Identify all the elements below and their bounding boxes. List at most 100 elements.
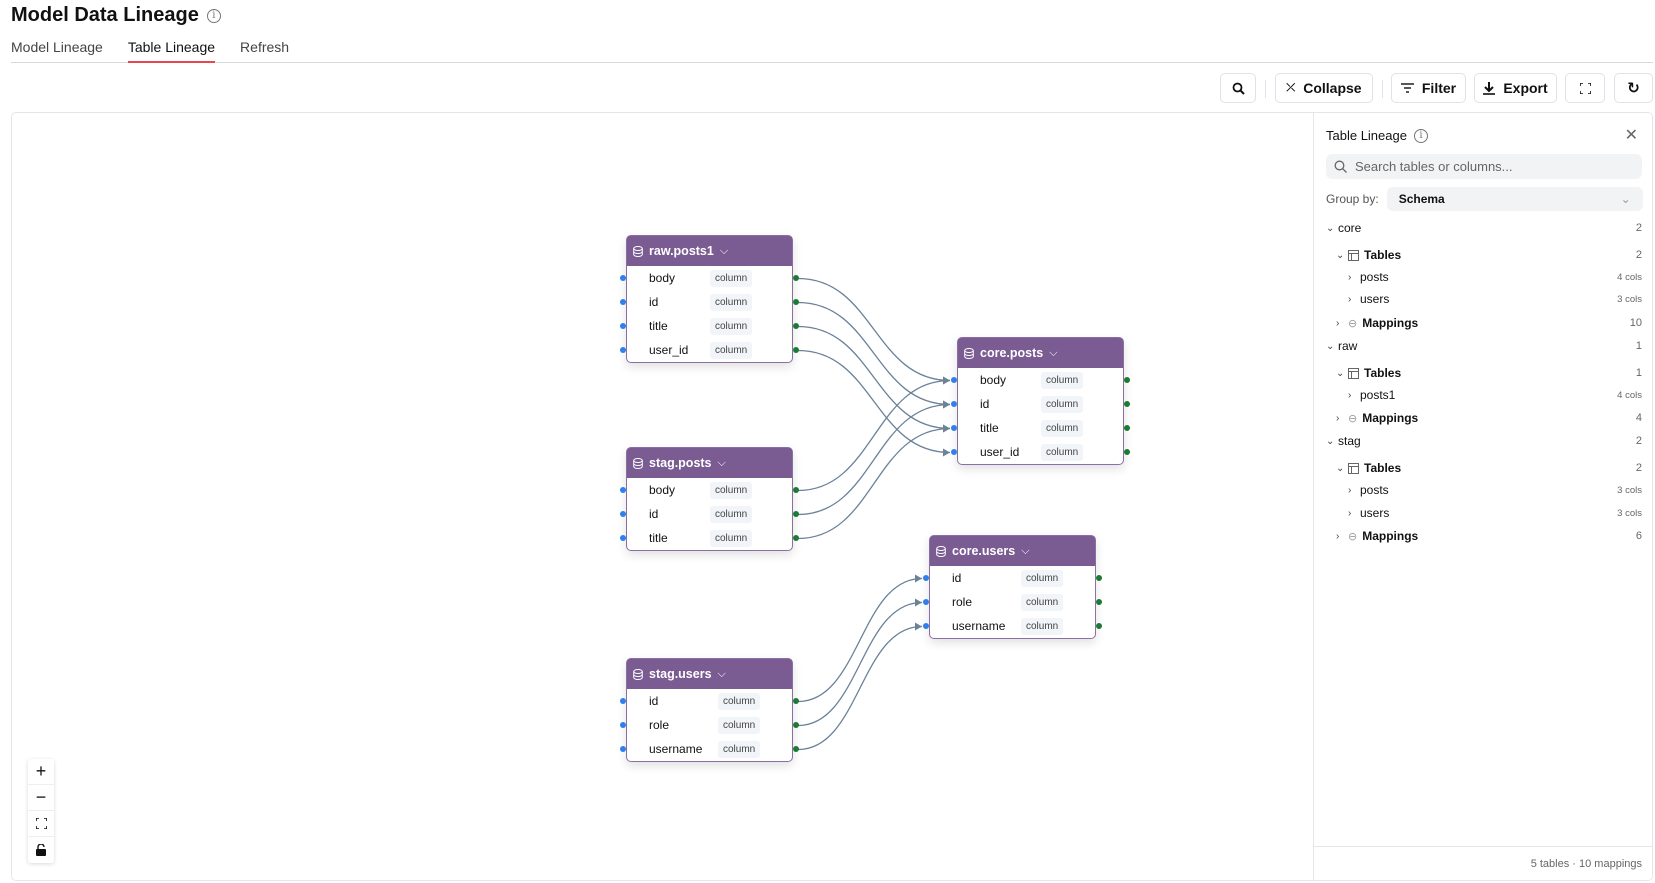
tree-item[interactable]: ⌄ raw 1: [1326, 339, 1642, 353]
output-handle[interactable]: [1124, 377, 1130, 383]
chevron-down-icon[interactable]: ⌵: [1049, 346, 1058, 359]
input-handle[interactable]: [923, 599, 929, 605]
mapping-edge[interactable]: [797, 349, 951, 454]
input-handle[interactable]: [951, 449, 957, 455]
chevron-right-icon[interactable]: ›: [1348, 507, 1352, 519]
input-handle[interactable]: [620, 722, 626, 728]
mapping-edge[interactable]: [797, 427, 951, 540]
chevron-down-icon[interactable]: ⌵: [717, 456, 726, 469]
info-icon[interactable]: i: [206, 8, 221, 23]
tree-item[interactable]: › users 3 cols: [1348, 506, 1642, 520]
fullscreen-button[interactable]: [1565, 73, 1605, 103]
chevron-down-icon[interactable]: ⌄: [1336, 462, 1345, 474]
chevron-right-icon[interactable]: ›: [1348, 293, 1352, 305]
tree-item[interactable]: ⌄ core 2: [1326, 221, 1642, 235]
output-handle[interactable]: [1124, 449, 1130, 455]
column-row[interactable]: title column: [951, 416, 1130, 440]
input-handle[interactable]: [951, 401, 957, 407]
input-handle[interactable]: [620, 275, 626, 281]
input-handle[interactable]: [620, 511, 626, 517]
input-handle[interactable]: [951, 377, 957, 383]
tree-item[interactable]: ⌄ Tables 2: [1336, 248, 1642, 262]
input-handle[interactable]: [620, 746, 626, 752]
input-handle[interactable]: [951, 425, 957, 431]
input-handle[interactable]: [620, 535, 626, 541]
output-handle[interactable]: [793, 275, 799, 281]
mapping-edge[interactable]: [797, 277, 951, 382]
column-row[interactable]: id column: [620, 502, 799, 526]
chevron-down-icon[interactable]: ⌄: [1326, 340, 1335, 352]
chevron-right-icon[interactable]: ›: [1348, 484, 1352, 496]
chevron-down-icon[interactable]: ⌄: [1336, 367, 1345, 379]
output-handle[interactable]: [1124, 401, 1130, 407]
output-handle[interactable]: [793, 535, 799, 541]
tree-item[interactable]: ⌄ Tables 1: [1336, 366, 1642, 380]
column-row[interactable]: body column: [620, 266, 799, 290]
output-handle[interactable]: [793, 511, 799, 517]
node-header[interactable]: stag.users ⌵: [627, 659, 792, 689]
tree-item[interactable]: › ⊖ Mappings 6: [1336, 529, 1642, 543]
info-icon[interactable]: i: [1413, 128, 1428, 143]
tree-item[interactable]: › posts1 4 cols: [1348, 388, 1642, 402]
group-by-select[interactable]: Schema ⌄: [1386, 187, 1643, 211]
table-node[interactable]: raw.posts1 ⌵ body column id column title column…: [620, 235, 799, 363]
column-row[interactable]: id column: [951, 392, 1130, 416]
output-handle[interactable]: [1096, 575, 1102, 581]
mapping-edge[interactable]: [797, 625, 923, 751]
search-button[interactable]: [1220, 73, 1256, 103]
column-row[interactable]: user_id column: [951, 440, 1130, 464]
column-row[interactable]: role column: [923, 590, 1102, 614]
search-input[interactable]: [1355, 159, 1625, 174]
tree-item[interactable]: ⌄ stag 2: [1326, 434, 1642, 448]
output-handle[interactable]: [1096, 599, 1102, 605]
output-handle[interactable]: [793, 698, 799, 704]
node-header[interactable]: stag.posts ⌵: [627, 448, 792, 478]
tree-item[interactable]: › posts 3 cols: [1348, 483, 1642, 497]
column-row[interactable]: username column: [923, 614, 1102, 638]
column-row[interactable]: role column: [620, 713, 799, 737]
zoom-out-icon[interactable]: −: [28, 785, 54, 811]
chevron-right-icon[interactable]: ›: [1348, 271, 1352, 283]
refresh-button[interactable]: ↻: [1614, 73, 1653, 103]
lock-icon[interactable]: [28, 837, 54, 863]
column-row[interactable]: id column: [923, 566, 1102, 590]
input-handle[interactable]: [923, 623, 929, 629]
table-node[interactable]: stag.posts ⌵ body column id column title column: [620, 447, 799, 551]
output-handle[interactable]: [793, 323, 799, 329]
close-icon[interactable]: ✕: [1624, 127, 1638, 144]
zoom-in-icon[interactable]: +: [28, 759, 54, 785]
column-row[interactable]: id column: [620, 689, 799, 713]
chevron-right-icon[interactable]: ›: [1336, 412, 1340, 424]
fit-view-icon[interactable]: [28, 811, 54, 837]
column-row[interactable]: id column: [620, 290, 799, 314]
mapping-edge[interactable]: [797, 301, 951, 406]
tree-item[interactable]: › ⊖ Mappings 10: [1336, 316, 1642, 330]
output-handle[interactable]: [1096, 623, 1102, 629]
chevron-right-icon[interactable]: ›: [1336, 317, 1340, 329]
mapping-edge[interactable]: [797, 577, 923, 703]
input-handle[interactable]: [620, 323, 626, 329]
collapse-button[interactable]: ⤫ Collapse: [1275, 73, 1373, 103]
chevron-down-icon[interactable]: ⌄: [1326, 222, 1335, 234]
mapping-edge[interactable]: [797, 403, 951, 516]
output-handle[interactable]: [793, 487, 799, 493]
column-row[interactable]: body column: [951, 368, 1130, 392]
table-node[interactable]: core.posts ⌵ body column id column title column…: [951, 337, 1130, 465]
tree-item[interactable]: ⌄ Tables 2: [1336, 461, 1642, 475]
chevron-right-icon[interactable]: ›: [1348, 389, 1352, 401]
chevron-down-icon[interactable]: ⌄: [1336, 249, 1345, 261]
mapping-edge[interactable]: [797, 325, 951, 430]
chevron-down-icon[interactable]: ⌄: [1326, 435, 1335, 447]
node-header[interactable]: core.posts ⌵: [958, 338, 1123, 368]
tree-item[interactable]: › posts 4 cols: [1348, 270, 1642, 284]
table-node[interactable]: stag.users ⌵ id column role column username col…: [620, 658, 799, 762]
input-handle[interactable]: [923, 575, 929, 581]
output-handle[interactable]: [793, 347, 799, 353]
tab-table-lineage[interactable]: Table Lineage: [127, 38, 216, 63]
output-handle[interactable]: [1124, 425, 1130, 431]
input-handle[interactable]: [620, 347, 626, 353]
input-handle[interactable]: [620, 698, 626, 704]
output-handle[interactable]: [793, 746, 799, 752]
chevron-down-icon[interactable]: ⌵: [1021, 544, 1030, 557]
column-row[interactable]: user_id column: [620, 338, 799, 362]
